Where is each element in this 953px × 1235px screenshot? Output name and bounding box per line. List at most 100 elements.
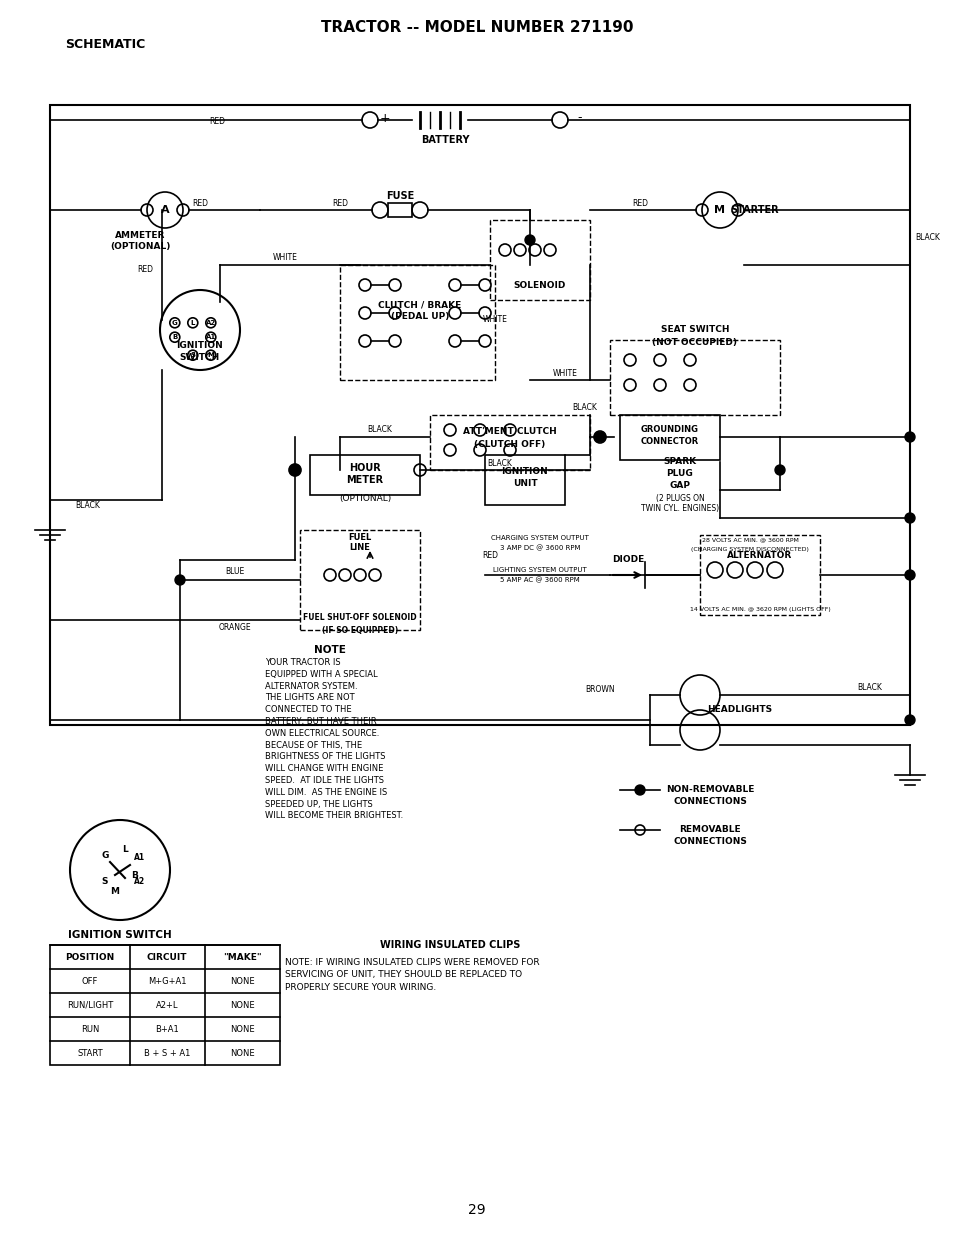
Text: CONNECTIONS: CONNECTIONS <box>673 837 746 846</box>
Circle shape <box>595 432 604 442</box>
Text: CONNECTIONS: CONNECTIONS <box>673 798 746 806</box>
Text: BLUE: BLUE <box>225 568 244 577</box>
Circle shape <box>904 432 914 442</box>
Text: B + S + A1: B + S + A1 <box>144 1049 190 1057</box>
Text: (CLUTCH OFF): (CLUTCH OFF) <box>474 440 545 448</box>
Text: AMMETER: AMMETER <box>114 231 165 240</box>
Text: A1: A1 <box>206 335 215 340</box>
Text: BLACK: BLACK <box>367 426 392 435</box>
Text: S: S <box>190 352 195 358</box>
Text: RUN/LIGHT: RUN/LIGHT <box>67 1000 113 1009</box>
Text: BLACK: BLACK <box>572 404 597 412</box>
Text: NONE: NONE <box>230 1049 254 1057</box>
Text: CHARGING SYSTEM OUTPUT: CHARGING SYSTEM OUTPUT <box>491 535 588 541</box>
Text: BLACK: BLACK <box>487 458 512 468</box>
Text: RED: RED <box>631 199 647 207</box>
Text: RED: RED <box>209 116 225 126</box>
Text: RED: RED <box>481 551 497 559</box>
Bar <box>490 220 589 300</box>
Text: BLACK: BLACK <box>914 232 939 242</box>
Text: "MAKE": "MAKE" <box>222 952 261 962</box>
Text: A2: A2 <box>134 878 146 887</box>
Bar <box>619 415 720 459</box>
Text: G: G <box>101 851 109 860</box>
Circle shape <box>904 571 914 580</box>
Text: (IF SO EQUIPPED): (IF SO EQUIPPED) <box>321 625 397 635</box>
Text: REMOVABLE: REMOVABLE <box>679 825 740 835</box>
Text: (PEDAL UP): (PEDAL UP) <box>391 312 449 321</box>
Bar <box>50 105 909 725</box>
Text: DIODE: DIODE <box>611 556 643 564</box>
Text: B+A1: B+A1 <box>155 1025 178 1034</box>
Text: CIRCUIT: CIRCUIT <box>147 952 187 962</box>
Text: METER: METER <box>346 475 383 485</box>
Text: PLUG: PLUG <box>666 469 693 478</box>
Text: WHITE: WHITE <box>482 315 507 325</box>
Text: RED: RED <box>332 199 348 207</box>
Text: B: B <box>132 871 138 879</box>
Text: 28 VOLTS AC MIN. @ 3600 RPM: 28 VOLTS AC MIN. @ 3600 RPM <box>700 537 798 542</box>
Text: UNIT: UNIT <box>512 479 537 489</box>
Text: WIRING INSULATED CLIPS: WIRING INSULATED CLIPS <box>379 940 519 950</box>
Text: (NOT OCCUPIED): (NOT OCCUPIED) <box>652 337 737 347</box>
Text: IGNITION: IGNITION <box>176 341 223 350</box>
Bar <box>339 266 495 380</box>
Text: SOLENOID: SOLENOID <box>514 280 565 289</box>
Text: 14 VOLTS AC MIN. @ 3620 RPM (LIGHTS OFF): 14 VOLTS AC MIN. @ 3620 RPM (LIGHTS OFF) <box>689 608 829 613</box>
Text: START: START <box>77 1049 103 1057</box>
Text: LIGHTING SYSTEM OUTPUT: LIGHTING SYSTEM OUTPUT <box>493 567 586 573</box>
Text: NONE: NONE <box>230 1025 254 1034</box>
Circle shape <box>904 715 914 725</box>
Text: ALTERNATOR: ALTERNATOR <box>726 552 792 561</box>
Bar <box>50 945 280 1065</box>
Text: A2+L: A2+L <box>155 1000 178 1009</box>
Text: ORANGE: ORANGE <box>218 624 251 632</box>
Bar <box>700 535 820 615</box>
Text: GROUNDING: GROUNDING <box>640 426 699 435</box>
Text: (2 PLUGS ON: (2 PLUGS ON <box>655 494 703 504</box>
Text: BROWN: BROWN <box>584 685 614 694</box>
Circle shape <box>774 466 784 475</box>
Text: NOTE: IF WIRING INSULATED CLIPS WERE REMOVED FOR
SERVICING OF UNIT, THEY SHOULD : NOTE: IF WIRING INSULATED CLIPS WERE REM… <box>285 958 539 992</box>
Text: FUEL: FUEL <box>348 532 372 541</box>
Text: A1: A1 <box>134 853 146 862</box>
Text: TRACTOR -- MODEL NUMBER 271190: TRACTOR -- MODEL NUMBER 271190 <box>320 21 633 36</box>
Bar <box>299 530 419 630</box>
Text: G: G <box>172 320 177 326</box>
Text: SWITCH: SWITCH <box>180 352 220 362</box>
Text: YOUR TRACTOR IS
EQUIPPED WITH A SPECIAL
ALTERNATOR SYSTEM.
THE LIGHTS ARE NOT
CO: YOUR TRACTOR IS EQUIPPED WITH A SPECIAL … <box>265 658 403 820</box>
Bar <box>484 454 564 505</box>
Text: NON-REMOVABLE: NON-REMOVABLE <box>665 785 754 794</box>
Bar <box>430 415 589 471</box>
Text: HEADLIGHTS: HEADLIGHTS <box>707 705 772 715</box>
Text: LINE: LINE <box>349 543 370 552</box>
Text: NONE: NONE <box>230 1000 254 1009</box>
Text: ATT'MENT CLUTCH: ATT'MENT CLUTCH <box>462 427 557 436</box>
Bar <box>310 454 419 495</box>
Text: SPARK: SPARK <box>662 457 696 467</box>
Bar <box>609 340 780 415</box>
Text: GAP: GAP <box>669 482 690 490</box>
Text: NONE: NONE <box>230 977 254 986</box>
Text: POSITION: POSITION <box>66 952 114 962</box>
Text: FUSE: FUSE <box>385 191 414 201</box>
Text: OFF: OFF <box>82 977 98 986</box>
Text: (CHARGING SYSTEM DISCONNECTED): (CHARGING SYSTEM DISCONNECTED) <box>690 547 808 552</box>
Text: HOUR: HOUR <box>349 463 380 473</box>
Text: WHITE: WHITE <box>273 253 297 263</box>
Text: 3 AMP DC @ 3600 RPM: 3 AMP DC @ 3600 RPM <box>499 545 579 551</box>
Text: L: L <box>122 846 128 855</box>
Text: BLACK: BLACK <box>857 683 882 693</box>
Text: BLACK: BLACK <box>75 500 100 510</box>
Circle shape <box>290 466 299 475</box>
Text: WHITE: WHITE <box>552 368 577 378</box>
Text: CONNECTOR: CONNECTOR <box>640 437 699 447</box>
Text: (OPTIONAL): (OPTIONAL) <box>338 494 391 503</box>
Text: S: S <box>102 878 108 887</box>
Text: RUN: RUN <box>81 1025 99 1034</box>
Text: NOTE: NOTE <box>314 645 346 655</box>
Text: M: M <box>714 205 724 215</box>
Text: L: L <box>191 320 194 326</box>
Text: M+G+A1: M+G+A1 <box>148 977 186 986</box>
Text: IGNITION SWITCH: IGNITION SWITCH <box>68 930 172 940</box>
